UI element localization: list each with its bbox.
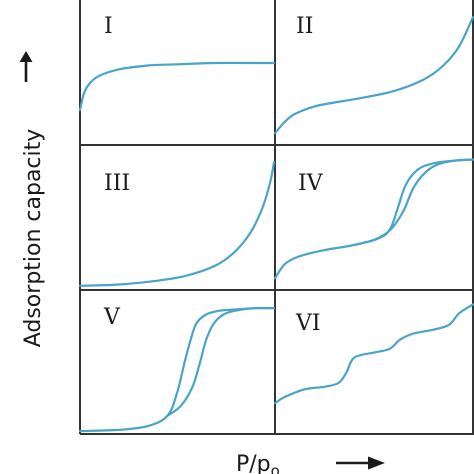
isotherm-curve-v-desorption [166,306,276,417]
panel-labels: I II III IV V VI [103,14,324,336]
x-axis-arrow-icon [336,456,385,470]
isotherm-curve-v-adsorption [78,307,276,433]
isotherm-curve-iv-desorption [353,158,474,247]
panel-label-iv: IV [298,171,324,196]
x-axis-label-main: P/p [236,452,271,474]
y-axis-arrow-icon [19,51,33,82]
isotherm-curve-i [78,61,276,112]
panel-label-ii: II [296,14,313,39]
curves-layer [78,16,474,433]
isotherm-curve-ii [273,16,474,135]
x-axis-label: P/po [236,452,280,474]
isotherm-curve-iii [78,161,276,287]
x-axis-label-subscript: o [271,462,280,474]
isotherm-curve-vi [273,303,474,405]
panel-grid [79,0,474,435]
panel-label-vi: VI [295,311,321,336]
y-axis-label: Adsorption capacity [21,129,46,348]
panel-label-v: V [103,305,121,330]
panel-label-iii: III [104,171,130,196]
panel-label-i: I [104,14,113,39]
